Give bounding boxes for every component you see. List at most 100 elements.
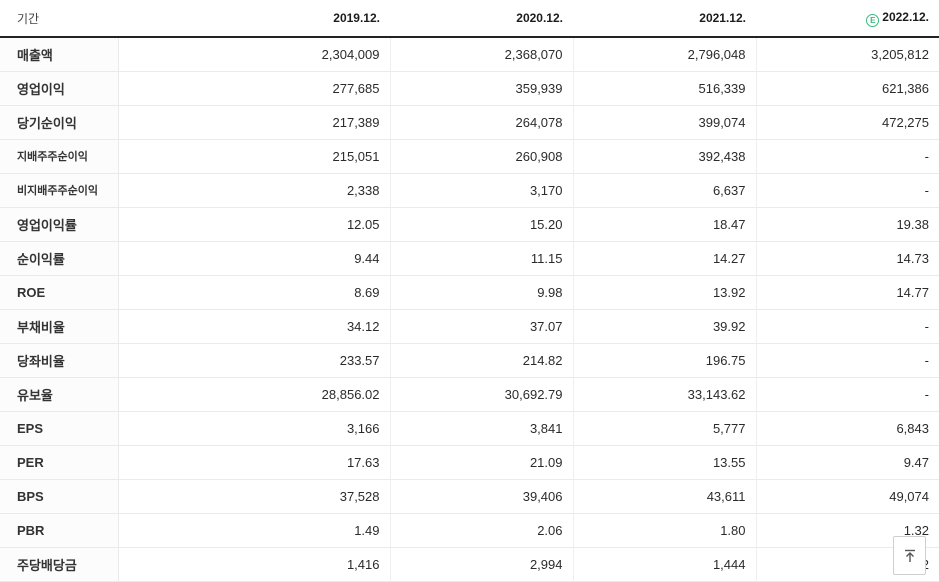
cell-2021.12.: 13.92: [572, 275, 756, 309]
estimate-badge-icon: E: [866, 13, 880, 27]
cell-2021.12.: 18.47: [572, 207, 756, 241]
year-header-2021: 2021.12.: [699, 11, 746, 25]
cell-2021.12.: 1,444: [572, 547, 756, 581]
table-row: 지배주주순이익 215,051 260,908 392,438-: [0, 139, 939, 173]
cell-2021.12.: 33,143.62: [572, 377, 756, 411]
cell-2021.12.: 13.55: [572, 445, 756, 479]
arrow-up-to-top-icon: [902, 548, 918, 564]
cell-2022.12.: 3,205,812: [755, 37, 939, 71]
cell-2021.12.: 39.92: [572, 309, 756, 343]
cell-2019.12.: 215,051: [117, 139, 390, 173]
cell-2019.12.: 3,166: [117, 411, 390, 445]
row-label: BPS: [0, 479, 118, 513]
cell-2021.12.: 1.80: [572, 513, 756, 547]
row-label: 매출액: [0, 37, 118, 71]
table-row: 순이익률 9.44 11.15 14.27 14.73: [0, 241, 939, 275]
cell-2020.12.: 359,939: [389, 71, 573, 105]
cell-2020.12.: 9.98: [389, 275, 573, 309]
year-header-2022-label: 2022.12.: [882, 9, 929, 24]
row-label: 당좌비율: [0, 343, 118, 377]
table-row: 매출액 2,304,009 2,368,070 2,796,048 3,205,812: [0, 37, 939, 71]
cell-2020.12.: 2,994: [389, 547, 573, 581]
table-row: PBR 1.49 2.06 1.80 1.32: [0, 513, 939, 547]
row-label: 주당배당금: [0, 547, 118, 581]
cell-2019.12.: 2,304,009: [117, 37, 390, 71]
cell-2021.12.: 392,438: [572, 139, 756, 173]
row-label: 비지배주주순이익: [0, 173, 118, 207]
table-row: 부채비율 34.12 37.07 39.92-: [0, 309, 939, 343]
table-row: 비지배주주순이익 2,338 3,170 6,637-: [0, 173, 939, 207]
table-row: 당기순이익 217,389 264,078 399,074 472,275: [0, 105, 939, 139]
year-header-2020: 2020.12.: [516, 11, 563, 25]
period-header: 기간: [17, 11, 40, 26]
cell-2022.12.: 472,275: [755, 105, 939, 139]
cell-2020.12.: 2,368,070: [389, 37, 573, 71]
cell-2021.12.: 399,074: [572, 105, 756, 139]
cell-2022.12.: -: [755, 343, 939, 377]
cell-2020.12.: 39,406: [389, 479, 573, 513]
row-label: EPS: [0, 411, 118, 445]
cell-2022.12.: -: [755, 377, 939, 411]
cell-2021.12.: 2,796,048: [572, 37, 756, 71]
scroll-to-top-button[interactable]: [893, 536, 926, 575]
row-label: 영업이익률: [0, 207, 118, 241]
cell-2020.12.: 264,078: [389, 105, 573, 139]
cell-2019.12.: 2,338: [117, 173, 390, 207]
cell-2019.12.: 17.63: [117, 445, 390, 479]
cell-2020.12.: 37.07: [389, 309, 573, 343]
row-label: PBR: [0, 513, 118, 547]
table-row: EPS 3,166 3,841 5,777 6,843: [0, 411, 939, 445]
table-row: BPS 37,528 39,406 43,611 49,074: [0, 479, 939, 513]
table-row: PER 17.63 21.09 13.55 9.47: [0, 445, 939, 479]
cell-2021.12.: 14.27: [572, 241, 756, 275]
cell-2022.12.: 49,074: [755, 479, 939, 513]
cell-2020.12.: 30,692.79: [389, 377, 573, 411]
cell-2020.12.: 3,841: [389, 411, 573, 445]
cell-2019.12.: 217,389: [117, 105, 390, 139]
cell-2021.12.: 43,611: [572, 479, 756, 513]
cell-2021.12.: 516,339: [572, 71, 756, 105]
cell-2022.12.: 9.47: [755, 445, 939, 479]
cell-2019.12.: 277,685: [117, 71, 390, 105]
cell-2022.12.: -: [755, 139, 939, 173]
header-row: 기간 2019.12. 2020.12. 2021.12. E 2022.12.: [0, 0, 939, 37]
cell-2020.12.: 260,908: [389, 139, 573, 173]
row-label: 유보율: [0, 377, 118, 411]
cell-2022.12.: -: [755, 173, 939, 207]
row-label: 지배주주순이익: [0, 139, 118, 173]
cell-2020.12.: 2.06: [389, 513, 573, 547]
cell-2022.12.: 14.77: [755, 275, 939, 309]
row-label: 영업이익: [0, 71, 118, 105]
table-row: 유보율 28,856.02 30,692.79 33,143.62-: [0, 377, 939, 411]
row-label: 당기순이익: [0, 105, 118, 139]
row-label: 순이익률: [0, 241, 118, 275]
cell-2019.12.: 37,528: [117, 479, 390, 513]
table-row: 당좌비율 233.57 214.82 196.75-: [0, 343, 939, 377]
row-label: ROE: [0, 275, 118, 309]
cell-2022.12.: 14.73: [755, 241, 939, 275]
cell-2022.12.: 19.38: [755, 207, 939, 241]
table-row: ROE 8.69 9.98 13.92 14.77: [0, 275, 939, 309]
cell-2019.12.: 12.05: [117, 207, 390, 241]
cell-2019.12.: 233.57: [117, 343, 390, 377]
cell-2020.12.: 15.20: [389, 207, 573, 241]
cell-2022.12.: 621,386: [755, 71, 939, 105]
cell-2020.12.: 11.15: [389, 241, 573, 275]
year-header-2022-estimate: E 2022.12.: [756, 0, 939, 37]
row-label: 부채비율: [0, 309, 118, 343]
cell-2021.12.: 6,637: [572, 173, 756, 207]
cell-2020.12.: 3,170: [389, 173, 573, 207]
cell-2020.12.: 214.82: [389, 343, 573, 377]
cell-2019.12.: 28,856.02: [117, 377, 390, 411]
cell-2022.12.: -: [755, 309, 939, 343]
cell-2019.12.: 1.49: [117, 513, 390, 547]
cell-2020.12.: 21.09: [389, 445, 573, 479]
table-body: 매출액 2,304,009 2,368,070 2,796,048 3,205,812 영…: [0, 37, 939, 581]
cell-2019.12.: 34.12: [117, 309, 390, 343]
table-header: 기간 2019.12. 2020.12. 2021.12. E 2022.12.: [0, 0, 939, 37]
cell-2021.12.: 5,777: [572, 411, 756, 445]
cell-2019.12.: 8.69: [117, 275, 390, 309]
cell-2021.12.: 196.75: [572, 343, 756, 377]
